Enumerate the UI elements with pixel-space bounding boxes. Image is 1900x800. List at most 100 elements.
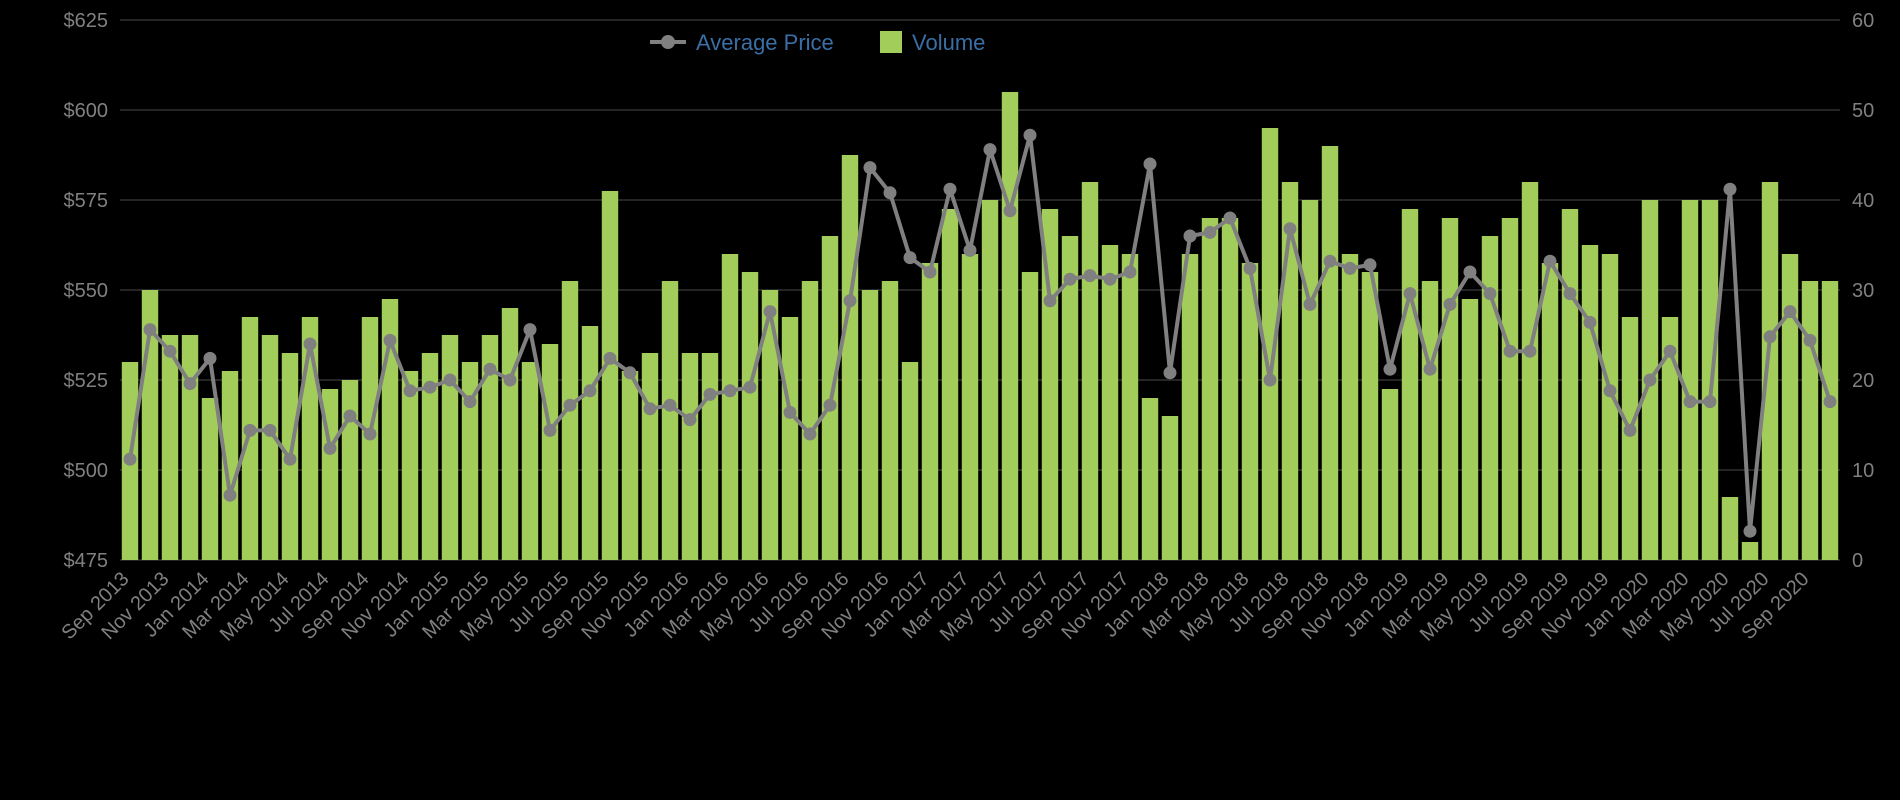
avg-price-marker <box>244 424 256 436</box>
avg-price-marker <box>184 378 196 390</box>
volume-bar <box>202 398 218 560</box>
y2-tick-label: 50 <box>1852 100 1874 122</box>
volume-bar <box>182 335 198 560</box>
volume-bar <box>1082 182 1098 560</box>
avg-price-marker <box>1104 273 1116 285</box>
legend-volume-label: Volume <box>912 30 985 55</box>
avg-price-marker <box>624 367 636 379</box>
volume-bar <box>1362 272 1378 560</box>
avg-price-marker <box>664 399 676 411</box>
avg-price-marker <box>644 403 656 415</box>
avg-price-marker <box>864 162 876 174</box>
volume-bar <box>1602 254 1618 560</box>
avg-price-marker <box>804 428 816 440</box>
avg-price-marker <box>504 374 516 386</box>
avg-price-marker <box>1044 295 1056 307</box>
avg-price-marker <box>1464 266 1476 278</box>
y1-tick-label: $525 <box>64 370 109 392</box>
volume-bar <box>942 209 958 560</box>
avg-price-marker <box>344 410 356 422</box>
volume-bar <box>842 155 858 560</box>
volume-bar <box>1382 389 1398 560</box>
volume-bar <box>622 371 638 560</box>
volume-bar <box>1342 254 1358 560</box>
volume-bar <box>922 263 938 560</box>
volume-bar <box>1002 92 1018 560</box>
avg-price-marker <box>1724 183 1736 195</box>
avg-price-marker <box>544 424 556 436</box>
avg-price-marker <box>1604 385 1616 397</box>
volume-bar <box>982 200 998 560</box>
volume-bar <box>562 281 578 560</box>
volume-bar <box>802 281 818 560</box>
avg-price-marker <box>1384 363 1396 375</box>
avg-price-marker <box>944 183 956 195</box>
price-volume-chart: $475$500$525$550$575$600$625010203040506… <box>0 0 1900 800</box>
volume-bar <box>902 362 918 560</box>
avg-price-marker <box>1704 396 1716 408</box>
avg-price-marker <box>1084 270 1096 282</box>
volume-bar <box>1182 254 1198 560</box>
avg-price-marker <box>1504 345 1516 357</box>
volume-bar <box>642 353 658 560</box>
volume-bar <box>682 353 698 560</box>
chart-legend: Average Price Volume <box>650 30 985 55</box>
avg-price-marker <box>1624 424 1636 436</box>
avg-price-marker <box>484 363 496 375</box>
avg-price-marker <box>744 381 756 393</box>
volume-bar <box>1742 542 1758 560</box>
avg-price-marker <box>1824 396 1836 408</box>
volume-bar <box>1422 281 1438 560</box>
volume-bar <box>1822 281 1838 560</box>
avg-price-marker <box>1764 331 1776 343</box>
avg-price-marker <box>444 374 456 386</box>
y2-tick-label: 0 <box>1852 550 1863 572</box>
volume-bar <box>1802 281 1818 560</box>
avg-price-marker <box>1544 255 1556 267</box>
avg-price-marker <box>1584 316 1596 328</box>
volume-bar <box>1302 200 1318 560</box>
y2-tick-label: 10 <box>1852 460 1874 482</box>
volume-bar <box>862 290 878 560</box>
chart-svg: $475$500$525$550$575$600$625010203040506… <box>0 0 1900 800</box>
avg-price-marker <box>524 324 536 336</box>
avg-price-marker <box>1344 262 1356 274</box>
avg-price-marker <box>1024 129 1036 141</box>
volume-bar <box>262 335 278 560</box>
avg-price-marker <box>1444 298 1456 310</box>
avg-price-marker <box>464 396 476 408</box>
volume-bar <box>542 344 558 560</box>
avg-price-marker <box>1484 288 1496 300</box>
y2-tick-label: 60 <box>1852 10 1874 32</box>
avg-price-marker <box>324 442 336 454</box>
volume-bar <box>1502 218 1518 560</box>
avg-price-marker <box>204 352 216 364</box>
y1-tick-label: $475 <box>64 550 109 572</box>
avg-price-marker <box>304 338 316 350</box>
legend-price-label: Average Price <box>696 30 834 55</box>
avg-price-marker <box>1364 259 1376 271</box>
volume-bar <box>1102 245 1118 560</box>
avg-price-marker <box>1404 288 1416 300</box>
avg-price-marker <box>684 414 696 426</box>
y1-tick-label: $550 <box>64 280 109 302</box>
avg-price-marker <box>884 187 896 199</box>
volume-bar <box>1622 317 1638 560</box>
avg-price-marker <box>1144 158 1156 170</box>
avg-price-marker <box>1644 374 1656 386</box>
volume-bar <box>1442 218 1458 560</box>
avg-price-marker <box>1524 345 1536 357</box>
volume-bar <box>242 317 258 560</box>
avg-price-marker <box>984 144 996 156</box>
volume-bar <box>1202 218 1218 560</box>
avg-price-marker <box>1804 334 1816 346</box>
volume-bar <box>962 254 978 560</box>
volume-bar <box>1122 254 1138 560</box>
volume-bar <box>1782 254 1798 560</box>
avg-price-marker <box>1064 273 1076 285</box>
avg-price-marker <box>164 345 176 357</box>
avg-price-marker <box>124 453 136 465</box>
volume-bar <box>1722 497 1738 560</box>
y2-tick-label: 30 <box>1852 280 1874 302</box>
volume-bar <box>1462 299 1478 560</box>
